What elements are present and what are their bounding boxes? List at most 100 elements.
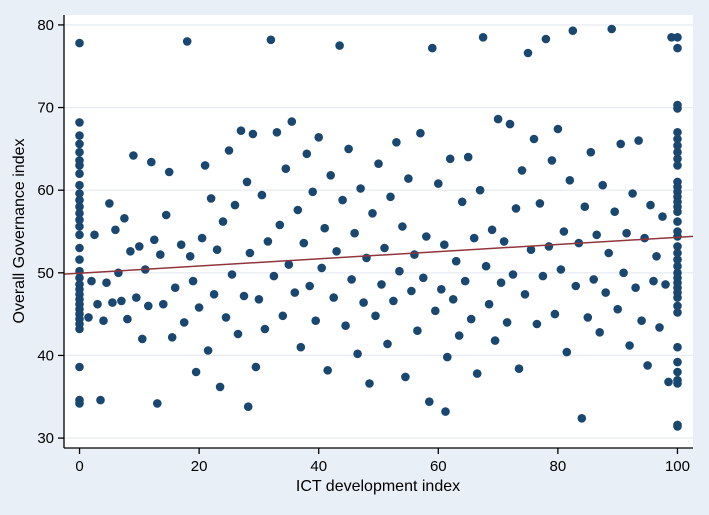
data-point — [257, 190, 267, 200]
data-point — [673, 379, 682, 388]
data-point — [272, 128, 282, 137]
data-point — [440, 240, 449, 249]
data-point — [613, 304, 622, 314]
data-point — [413, 326, 422, 336]
data-point — [188, 276, 198, 286]
data-point — [75, 399, 84, 408]
data-point — [673, 422, 682, 431]
data-point — [441, 407, 450, 416]
data-point — [463, 152, 473, 162]
data-point — [302, 149, 312, 159]
data-point — [203, 346, 213, 355]
data-point — [138, 334, 147, 344]
data-point — [673, 43, 682, 53]
data-point — [245, 248, 255, 258]
data-point — [84, 313, 93, 322]
data-point — [544, 242, 554, 251]
data-point — [317, 263, 327, 273]
data-point — [75, 324, 84, 334]
data-point — [469, 233, 479, 243]
data-point — [445, 154, 455, 164]
y-tick-label: 70 — [37, 100, 54, 117]
y-tick-label: 50 — [37, 265, 54, 282]
y-tick-label: 60 — [37, 182, 54, 199]
data-point — [96, 395, 105, 405]
fit-line — [63, 235, 694, 275]
data-point — [182, 37, 192, 46]
data-point — [643, 361, 652, 370]
data-point — [338, 195, 347, 205]
data-point — [583, 313, 593, 322]
data-point — [481, 261, 491, 271]
data-point — [284, 260, 294, 269]
data-point — [571, 281, 581, 291]
data-point — [472, 369, 482, 378]
data-point — [114, 268, 123, 278]
data-point — [383, 339, 392, 349]
data-point — [520, 290, 530, 299]
data-point — [451, 256, 461, 266]
data-point — [353, 349, 362, 359]
data-point — [170, 283, 180, 293]
data-point — [673, 308, 682, 317]
data-point — [200, 161, 210, 170]
data-point — [290, 288, 300, 297]
data-point — [673, 342, 682, 352]
data-point — [508, 270, 518, 279]
data-point — [568, 26, 578, 35]
x-tick-label: 0 — [75, 458, 83, 475]
data-point — [380, 243, 389, 253]
data-point — [673, 248, 682, 258]
data-point — [649, 276, 658, 286]
data-point — [362, 253, 371, 263]
data-point — [550, 309, 560, 319]
data-point — [631, 283, 640, 293]
data-point — [673, 33, 682, 42]
data-point — [75, 222, 84, 231]
data-point — [484, 299, 494, 309]
data-point — [323, 366, 333, 375]
data-point — [293, 205, 303, 215]
data-point — [278, 311, 288, 321]
data-point — [529, 134, 539, 144]
data-point — [269, 271, 279, 281]
data-point — [475, 185, 485, 195]
data-point — [511, 204, 521, 213]
data-point — [75, 209, 84, 218]
data-point — [646, 200, 655, 210]
data-point — [478, 33, 488, 42]
data-point — [75, 255, 84, 264]
data-point — [505, 119, 515, 129]
data-point — [673, 232, 682, 241]
data-point — [254, 295, 264, 304]
data-point — [673, 128, 682, 137]
data-point — [401, 372, 410, 382]
data-point — [93, 299, 102, 309]
data-point — [90, 230, 99, 240]
data-point — [99, 316, 108, 326]
data-point — [490, 336, 500, 345]
data-point — [105, 199, 114, 208]
data-point — [416, 128, 425, 138]
data-point — [586, 147, 596, 157]
data-point — [673, 104, 682, 113]
y-tick-label: 40 — [37, 347, 54, 364]
x-tick-label: 100 — [665, 458, 690, 475]
data-point — [622, 228, 631, 238]
data-point — [673, 147, 682, 157]
data-point — [230, 200, 240, 210]
data-point — [661, 280, 670, 289]
data-point — [673, 261, 682, 271]
data-point — [556, 265, 566, 274]
data-point — [523, 48, 533, 58]
x-tick-label: 80 — [550, 458, 567, 475]
data-point — [314, 133, 324, 142]
data-point — [251, 362, 261, 372]
data-point — [553, 124, 563, 134]
data-point — [577, 414, 587, 423]
data-point — [460, 276, 470, 286]
data-point — [248, 129, 258, 139]
data-point — [332, 247, 341, 256]
data-point — [111, 225, 120, 235]
